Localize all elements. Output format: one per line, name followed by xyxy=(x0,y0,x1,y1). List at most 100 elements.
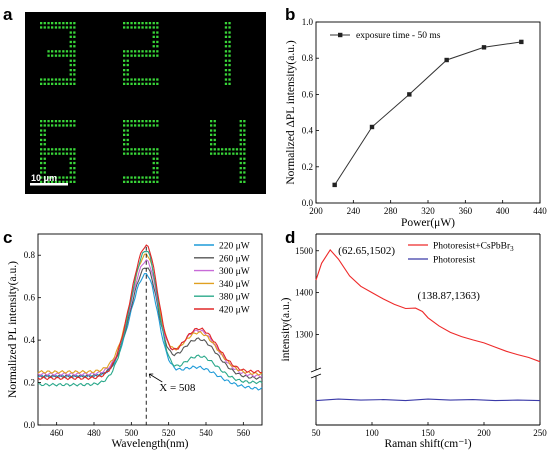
green-dot xyxy=(51,176,54,179)
green-dot xyxy=(69,176,72,179)
green-dot xyxy=(137,120,141,123)
green-dot xyxy=(73,120,76,123)
green-dot xyxy=(228,22,231,25)
green-dot xyxy=(228,50,231,53)
green-dot xyxy=(73,40,76,44)
green-dot xyxy=(224,59,228,62)
green-dot xyxy=(145,26,148,29)
panel-label-d: d xyxy=(285,228,295,247)
green-dot xyxy=(40,157,43,160)
green-dot xyxy=(123,120,126,123)
green-dot xyxy=(239,129,242,132)
green-dot xyxy=(62,120,65,123)
green-dot xyxy=(148,124,152,127)
green-dot xyxy=(156,124,159,127)
x-tick-label: 440 xyxy=(533,206,547,216)
green-dot xyxy=(156,45,159,48)
green-dot xyxy=(126,82,129,85)
green-dot xyxy=(51,54,54,57)
green-dot xyxy=(65,22,69,25)
green-dot xyxy=(69,148,72,151)
green-dot xyxy=(145,54,148,57)
series-line xyxy=(334,41,522,186)
green-dot xyxy=(126,59,129,62)
x-tick-label: 360 xyxy=(459,206,473,216)
green-dot xyxy=(156,31,159,34)
green-dot xyxy=(239,171,242,174)
green-dot xyxy=(69,45,72,48)
green-dot xyxy=(43,176,46,179)
legend-label: exposure time - 50 ms xyxy=(356,31,441,41)
green-dot xyxy=(148,120,152,123)
green-dot xyxy=(73,73,76,76)
x-tick-label: 280 xyxy=(384,206,398,216)
green-dot xyxy=(213,120,216,123)
green-dot xyxy=(123,148,126,151)
green-dot xyxy=(126,73,129,76)
green-dot xyxy=(62,176,65,179)
green-dot xyxy=(43,143,46,146)
green-dot xyxy=(148,176,152,179)
green-dot xyxy=(54,180,58,183)
green-dot xyxy=(145,22,148,25)
green-dot xyxy=(126,124,129,127)
green-dot xyxy=(58,124,61,127)
green-dot xyxy=(40,176,43,179)
green-dot xyxy=(47,22,50,25)
green-dot xyxy=(40,180,43,183)
green-dot xyxy=(243,171,246,174)
green-dot xyxy=(123,54,126,57)
green-dot xyxy=(148,22,152,25)
green-dot xyxy=(224,152,228,155)
green-dot xyxy=(152,148,155,151)
green-dot xyxy=(54,22,58,25)
y-axis-label: Normalized PL intensity(a.u.) xyxy=(7,261,19,398)
green-dot xyxy=(43,124,46,127)
green-dot xyxy=(156,50,159,53)
green-dot xyxy=(134,152,137,155)
green-dot xyxy=(58,54,61,57)
green-dot xyxy=(69,31,72,34)
green-dot xyxy=(224,69,228,72)
raman-line-photoresist xyxy=(315,398,541,402)
green-dot xyxy=(134,78,137,81)
green-dot xyxy=(152,167,155,170)
green-dot xyxy=(156,171,159,174)
green-dot xyxy=(243,180,246,183)
green-dot xyxy=(126,148,129,151)
green-dot xyxy=(243,129,246,132)
spectrum-line xyxy=(37,253,263,376)
green-dot xyxy=(156,167,159,170)
green-dot xyxy=(224,22,228,25)
green-dot xyxy=(47,120,50,123)
green-dot xyxy=(123,22,126,25)
green-dot xyxy=(134,26,137,29)
green-dot xyxy=(69,180,72,183)
green-dot xyxy=(54,120,58,123)
green-dot xyxy=(123,73,126,76)
green-dot xyxy=(217,148,220,151)
green-dot xyxy=(126,143,129,146)
green-dot xyxy=(213,133,216,136)
green-dot xyxy=(228,31,231,34)
green-dot xyxy=(145,50,148,53)
green-dot xyxy=(130,148,133,151)
green-dot xyxy=(126,129,129,132)
green-dot xyxy=(69,171,72,174)
green-dot xyxy=(73,157,76,160)
green-dot xyxy=(73,148,76,151)
green-dot xyxy=(243,148,246,151)
green-dot xyxy=(148,26,152,29)
panel-label-a: a xyxy=(3,5,13,24)
green-dot xyxy=(40,124,43,127)
green-dot xyxy=(40,171,43,174)
green-dot xyxy=(141,82,144,85)
green-dot xyxy=(73,78,76,81)
green-dot xyxy=(54,50,58,53)
green-dot xyxy=(65,124,69,127)
green-dot xyxy=(69,54,72,57)
y-tick-label: 0.6 xyxy=(24,293,36,303)
x-tick-label: 560 xyxy=(237,428,251,438)
green-dot xyxy=(58,148,61,151)
